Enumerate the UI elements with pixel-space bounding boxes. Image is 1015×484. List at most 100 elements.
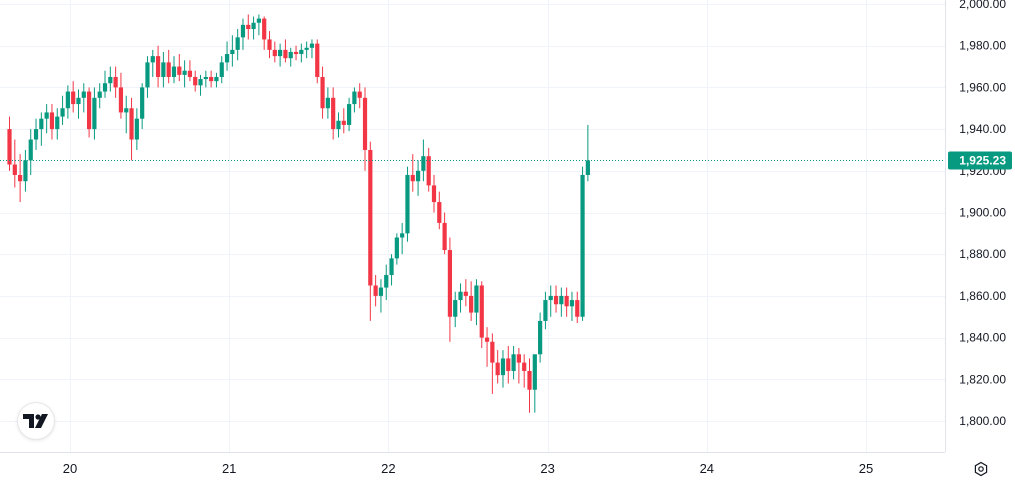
candle-body[interactable] — [532, 354, 537, 390]
candle-body[interactable] — [394, 237, 399, 259]
candle-body[interactable] — [580, 174, 585, 317]
candle-body[interactable] — [341, 120, 346, 125]
candle-body[interactable] — [490, 341, 495, 363]
candle-body[interactable] — [320, 76, 325, 109]
candle-body[interactable] — [92, 97, 97, 130]
settings-icon[interactable] — [972, 460, 990, 478]
candle-body[interactable] — [12, 164, 17, 175]
candle-body[interactable] — [431, 185, 437, 203]
candle-body[interactable] — [187, 70, 193, 77]
candle-body[interactable] — [193, 76, 198, 86]
candle-body[interactable] — [177, 66, 182, 75]
candle-body[interactable] — [203, 76, 208, 80]
candle-body[interactable] — [49, 112, 55, 130]
candle-body[interactable] — [569, 300, 575, 307]
candle-body[interactable] — [463, 291, 468, 296]
candle-body[interactable] — [304, 47, 309, 50]
candle-body[interactable] — [373, 285, 378, 296]
candle-body[interactable] — [405, 174, 410, 234]
candle-body[interactable] — [325, 97, 330, 109]
candle-body[interactable] — [33, 129, 39, 140]
candle-body[interactable] — [166, 62, 171, 77]
candle-body[interactable] — [299, 49, 304, 55]
candle-body[interactable] — [378, 287, 384, 296]
candle-body[interactable] — [155, 56, 161, 77]
candle-body[interactable] — [484, 337, 490, 342]
candle-body[interactable] — [198, 79, 203, 86]
candle-body[interactable] — [384, 275, 389, 288]
candle-body[interactable] — [506, 358, 511, 371]
candle-body[interactable] — [336, 120, 341, 130]
candle-body[interactable] — [543, 300, 548, 321]
candle-body[interactable] — [538, 320, 543, 355]
candle-body[interactable] — [368, 149, 373, 286]
tradingview-logo[interactable] — [18, 403, 54, 439]
candle-body[interactable] — [224, 54, 230, 63]
candle-body[interactable] — [553, 295, 559, 305]
candle-body[interactable] — [309, 43, 315, 48]
candle-body[interactable] — [458, 291, 463, 301]
candle-body[interactable] — [55, 116, 60, 130]
candle-body[interactable] — [145, 62, 150, 88]
candle-body[interactable] — [251, 22, 256, 30]
candle-body[interactable] — [39, 118, 44, 130]
candle-body[interactable] — [447, 250, 453, 317]
candle-body[interactable] — [118, 87, 124, 113]
candle-body[interactable] — [495, 362, 500, 376]
candle-body[interactable] — [548, 295, 553, 301]
candle-body[interactable] — [108, 76, 113, 84]
candle-body[interactable] — [171, 66, 177, 77]
candle-body[interactable] — [134, 118, 139, 140]
candle-body[interactable] — [283, 49, 288, 59]
candle-body[interactable] — [256, 18, 261, 23]
candle-body[interactable] — [511, 354, 516, 371]
candle-body[interactable] — [278, 49, 283, 57]
candle-body[interactable] — [357, 91, 362, 98]
candle-body[interactable] — [182, 70, 187, 75]
candle-body[interactable] — [76, 97, 81, 105]
candle-body[interactable] — [219, 62, 224, 77]
candle-body[interactable] — [559, 295, 564, 305]
candle-body[interactable] — [246, 24, 251, 30]
candle-body[interactable] — [65, 91, 70, 109]
candle-body[interactable] — [23, 160, 28, 182]
candle-body[interactable] — [214, 76, 219, 82]
candle-body[interactable] — [437, 202, 442, 223]
candle-body[interactable] — [315, 43, 320, 77]
candle-body[interactable] — [362, 97, 368, 150]
candle-body[interactable] — [500, 358, 506, 376]
candle-body[interactable] — [209, 76, 214, 82]
candle-body[interactable] — [28, 139, 33, 161]
candle-body[interactable] — [140, 87, 145, 119]
candle-body[interactable] — [564, 295, 569, 307]
candle-body[interactable] — [272, 49, 277, 57]
candle-body[interactable] — [97, 91, 102, 98]
candle-body[interactable] — [585, 160, 590, 175]
candle-body[interactable] — [18, 174, 23, 182]
candle-body[interactable] — [442, 222, 447, 251]
candle-body[interactable] — [293, 51, 299, 55]
candle-body[interactable] — [527, 370, 532, 390]
candle-body[interactable] — [44, 112, 49, 119]
candle-body[interactable] — [469, 295, 474, 313]
candle-body[interactable] — [389, 258, 394, 276]
candle-body[interactable] — [161, 62, 166, 77]
candle-body[interactable] — [124, 108, 129, 113]
candle-body[interactable] — [235, 37, 240, 50]
candle-body[interactable] — [474, 285, 479, 313]
candle-body[interactable] — [240, 24, 246, 38]
candle-body[interactable] — [102, 83, 108, 92]
candle-body[interactable] — [129, 108, 134, 140]
candle-body[interactable] — [150, 56, 155, 63]
candle-body[interactable] — [415, 170, 421, 182]
candle-body[interactable] — [522, 362, 527, 371]
candle-body[interactable] — [410, 174, 415, 182]
candle-body[interactable] — [81, 91, 86, 98]
candle-body[interactable] — [479, 285, 484, 338]
candle-body[interactable] — [421, 156, 426, 171]
candle-body[interactable] — [352, 91, 357, 105]
candle-body[interactable] — [230, 49, 235, 55]
candle-body[interactable] — [453, 300, 458, 317]
candle-body[interactable] — [288, 51, 293, 59]
